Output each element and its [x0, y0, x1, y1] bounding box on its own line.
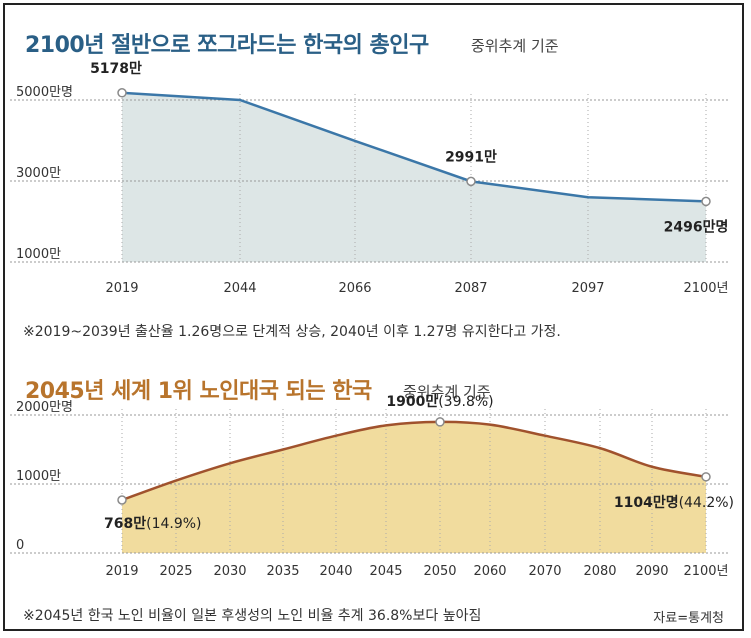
chart2-y-tick-label: 2000만명 [16, 400, 73, 415]
chart1-y-tick-label: 5000만명 [16, 85, 73, 100]
chart2-y-tick-label: 0 [16, 538, 24, 553]
chart2-x-tick-label: 2030 [213, 564, 246, 579]
chart2-x-tick-label: 2100년 [683, 564, 728, 579]
chart2-data-label-value: 1900만 [386, 394, 438, 410]
chart2-data-label: 1900만(39.8%) [386, 394, 493, 410]
chart2-series-line [121, 420, 707, 502]
chart2-area [122, 421, 706, 553]
chart1-x-tick-label: 2100년 [683, 281, 728, 296]
chart2-title: 2045년 세계 1위 노인대국 되는 한국 [25, 379, 372, 404]
chart1-y-tick-label: 1000만 [16, 247, 61, 262]
chart2-x-tick-label: 2050 [423, 564, 456, 579]
chart2-data-label-value: 1104만명 [614, 494, 679, 511]
chart1-area [122, 92, 706, 262]
chart1-series-line [121, 91, 707, 203]
chart2-x-tick-label: 2060 [473, 564, 506, 579]
chart2-x-tick-label: 2035 [266, 564, 299, 579]
chart1-y-tick-label: 3000만 [16, 166, 61, 181]
chart2-x-tick-label: 2025 [159, 564, 192, 579]
chart1-title: 2100년 절반으로 쪼그라드는 한국의 총인구 [25, 33, 429, 58]
chart1-data-label: 2991만 [445, 149, 497, 165]
chart1-x-tick-label: 2066 [338, 281, 371, 296]
chart2-subtitle: 중위추계 기준 [403, 383, 491, 401]
chart2-x-tick-label: 2045 [369, 564, 402, 579]
chart1-x-tick-label: 2019 [105, 281, 138, 296]
chart2-note: ※2045년 한국 노인 비율이 일본 후생성의 노인 비율 추계 36.8%보… [23, 608, 482, 624]
chart2-data-label: 768만(14.9%) [104, 516, 202, 532]
chart2-data-point [435, 417, 445, 427]
chart2-y-tick-label: 1000만 [16, 469, 61, 484]
chart2-data-point [117, 495, 127, 505]
chart2-data-label-percent: (44.2%) [679, 495, 734, 511]
chart2-x-tick-label: 2080 [583, 564, 616, 579]
chart1-note: ※2019~2039년 출산율 1.26명으로 단계적 상승, 2040년 이후… [23, 324, 561, 340]
chart1-x-tick-label: 2044 [223, 281, 256, 296]
chart2-x-tick-label: 2040 [319, 564, 352, 579]
chart2-data-label-percent: (14.9%) [146, 516, 201, 532]
chart2-data-label-percent: (39.8%) [438, 394, 493, 410]
chart2-x-tick-label: 2019 [105, 564, 138, 579]
chart2-data-point [701, 472, 711, 482]
chart2-data-label-value: 768만 [104, 516, 146, 532]
chart1-data-point [117, 88, 127, 98]
chart1-data-label: 2496만명 [664, 218, 729, 235]
chart1-x-tick-label: 2097 [571, 281, 604, 296]
chart1-data-point [701, 196, 711, 207]
chart2-x-tick-label: 2070 [528, 564, 561, 579]
chart1-x-tick-label: 2087 [454, 281, 487, 296]
chart2-x-tick-label: 2090 [635, 564, 668, 579]
chart1-subtitle: 중위추계 기준 [471, 37, 559, 55]
chart2-data-label: 1104만명(44.2%) [614, 494, 734, 511]
source-credit: 자료=통계청 [653, 611, 724, 626]
chart1-data-point [466, 176, 476, 187]
chart1-data-label: 5178만 [90, 61, 142, 77]
